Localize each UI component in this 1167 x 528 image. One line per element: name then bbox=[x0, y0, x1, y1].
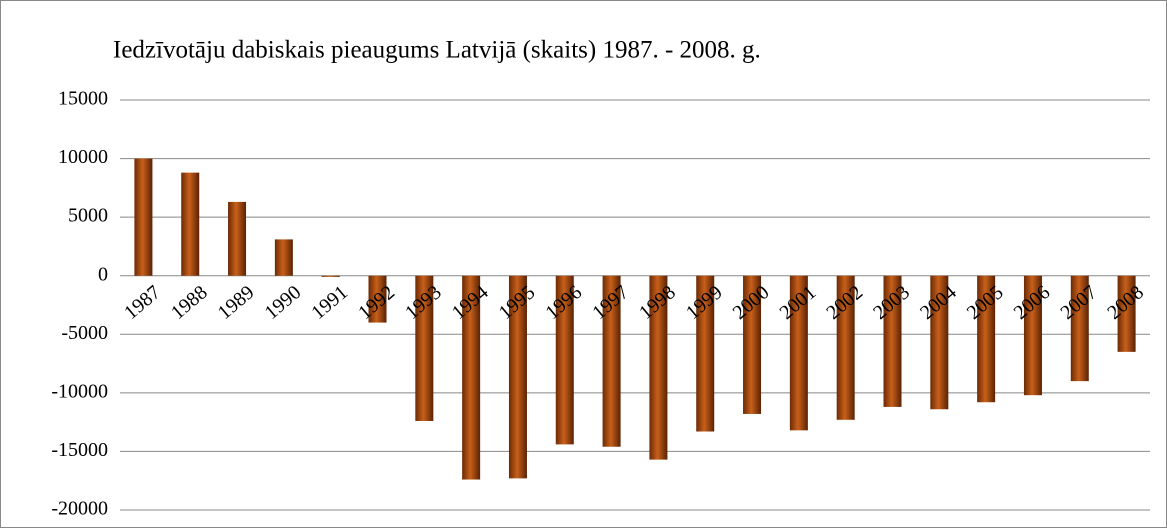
bar bbox=[1023, 275, 1042, 396]
y-tick-label: 10000 bbox=[58, 146, 108, 168]
y-tick-label: -15000 bbox=[51, 439, 108, 461]
y-tick-label: 15000 bbox=[58, 88, 108, 110]
bar bbox=[1117, 275, 1136, 352]
bar bbox=[696, 275, 715, 432]
bar bbox=[134, 158, 153, 276]
bar bbox=[181, 172, 200, 276]
bar bbox=[977, 275, 996, 403]
bar bbox=[321, 275, 340, 277]
bar bbox=[274, 239, 293, 276]
bar bbox=[930, 275, 949, 410]
bar bbox=[462, 275, 481, 480]
bar bbox=[508, 275, 527, 479]
bar bbox=[228, 201, 247, 276]
bar bbox=[415, 275, 434, 421]
bar bbox=[1070, 275, 1089, 382]
y-tick-label: 5000 bbox=[68, 205, 108, 227]
bar bbox=[649, 275, 668, 460]
bar bbox=[883, 275, 902, 407]
bar bbox=[836, 275, 855, 420]
bar bbox=[602, 275, 621, 447]
y-tick-label: -5000 bbox=[61, 322, 108, 344]
bar bbox=[789, 275, 808, 431]
y-tick-label: -20000 bbox=[51, 498, 108, 520]
bar bbox=[555, 275, 574, 445]
chart-title: Iedzīvotāju dabiskais pieaugums Latvijā … bbox=[113, 37, 761, 64]
bar bbox=[368, 275, 387, 323]
bar bbox=[743, 275, 762, 414]
y-tick-label: 0 bbox=[98, 263, 108, 285]
y-tick-label: -10000 bbox=[51, 380, 108, 402]
